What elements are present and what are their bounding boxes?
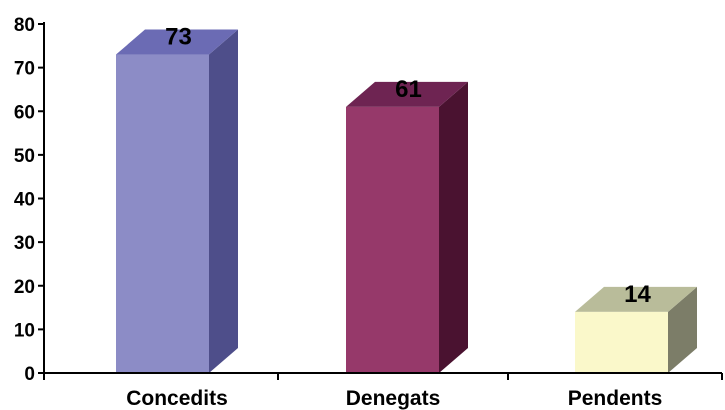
x-category-label: Pendents: [568, 387, 663, 410]
bar-top: [116, 29, 238, 55]
data-label: 61: [395, 76, 422, 103]
x-category-label: Concedits: [126, 387, 228, 410]
bar-top: [575, 286, 697, 312]
y-tick-label: 20: [14, 277, 35, 298]
x-category-label: Denegats: [346, 387, 441, 410]
y-tick-label: 40: [14, 190, 35, 211]
y-axis-ticks: 0 10 20 30 40 50 60 70 80: [14, 15, 44, 385]
y-tick-label: 0: [24, 364, 35, 385]
bar-front: [116, 54, 209, 373]
bar-concedits: [116, 29, 238, 373]
bar-side: [209, 29, 238, 373]
y-tick-label: 60: [14, 102, 35, 123]
x-axis-ticks: Concedits Denegats Pendents: [43, 373, 723, 410]
y-tick-label: 10: [14, 320, 35, 341]
data-label: 14: [624, 281, 651, 308]
y-tick-label: 30: [14, 233, 35, 254]
bar-front: [575, 311, 668, 373]
y-tick-label: 80: [14, 15, 35, 36]
data-labels-group: 73 61 14: [165, 24, 651, 308]
bar-side: [668, 286, 697, 373]
bar-denegats: [346, 81, 468, 373]
bars-group: [116, 29, 697, 373]
bar-side: [439, 81, 468, 373]
bar-top: [346, 81, 468, 107]
bar-front: [346, 106, 439, 373]
data-label: 73: [165, 24, 192, 51]
y-tick-label: 50: [14, 146, 35, 167]
bar-pendents: [575, 286, 697, 373]
y-tick-label: 70: [14, 59, 35, 80]
